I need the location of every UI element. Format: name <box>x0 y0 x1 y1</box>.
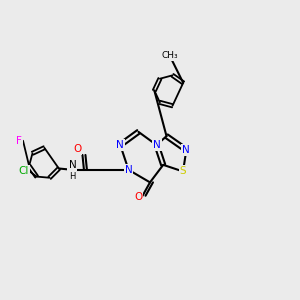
Text: N: N <box>116 140 124 150</box>
Text: N: N <box>68 160 76 170</box>
Text: CH₃: CH₃ <box>161 51 178 60</box>
Text: N: N <box>153 140 160 150</box>
Text: N: N <box>125 165 132 175</box>
Text: N: N <box>182 145 190 155</box>
Text: Cl: Cl <box>19 167 29 176</box>
Text: O: O <box>73 144 81 154</box>
Text: S: S <box>180 167 186 176</box>
Text: H: H <box>69 172 76 181</box>
Text: O: O <box>134 192 142 202</box>
Text: F: F <box>16 136 22 146</box>
